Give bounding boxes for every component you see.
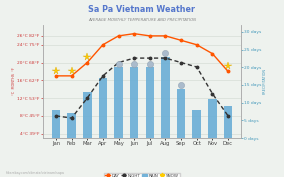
Bar	[114, 67, 123, 138]
Text: Sa Pa Vietnam Weather: Sa Pa Vietnam Weather	[89, 5, 195, 14]
Bar	[130, 67, 139, 138]
Bar	[224, 106, 232, 138]
Bar	[161, 57, 170, 138]
Text: hikersbay.com/climate/vietnam/sapa: hikersbay.com/climate/vietnam/sapa	[6, 171, 64, 175]
Y-axis label: PRECIPITATION: PRECIPITATION	[263, 68, 267, 94]
Bar	[177, 88, 185, 138]
Bar	[99, 78, 107, 138]
Text: AVERAGE MONTHLY TEMPERATURE AND PRECIPITATION: AVERAGE MONTHLY TEMPERATURE AND PRECIPIT…	[88, 18, 196, 22]
Bar	[193, 110, 201, 138]
Bar	[208, 99, 217, 138]
Bar	[67, 113, 76, 138]
Legend: DAY, NIGHT, RAIN, SNOW: DAY, NIGHT, RAIN, SNOW	[104, 173, 180, 177]
Y-axis label: °C  MONTHS  °F: °C MONTHS °F	[12, 67, 16, 95]
Bar	[83, 92, 91, 138]
Bar	[145, 67, 154, 138]
Bar	[52, 110, 60, 138]
